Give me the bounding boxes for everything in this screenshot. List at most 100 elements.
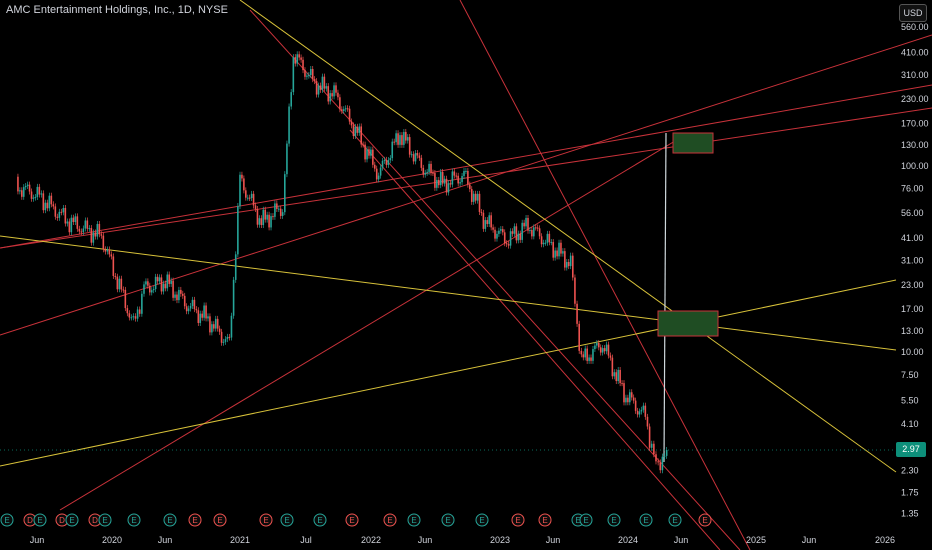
candle-body bbox=[375, 168, 378, 180]
event-marker[interactable] bbox=[188, 513, 202, 527]
candle-body bbox=[288, 106, 290, 144]
candle-body bbox=[627, 397, 629, 403]
target-zone-upper[interactable] bbox=[672, 132, 714, 154]
trend-line-red-3[interactable] bbox=[0, 107, 932, 249]
candle-body bbox=[130, 317, 133, 319]
event-marker[interactable] bbox=[65, 513, 79, 527]
event-marker[interactable] bbox=[407, 513, 421, 527]
candle-body bbox=[24, 186, 27, 188]
event-marker[interactable] bbox=[213, 513, 227, 527]
candle-body bbox=[644, 405, 647, 417]
candle-body bbox=[588, 357, 590, 361]
candle-body bbox=[474, 193, 477, 201]
candle-body bbox=[636, 410, 639, 415]
event-marker-label: E bbox=[643, 516, 648, 525]
candle-body bbox=[302, 59, 304, 71]
candle-body bbox=[189, 306, 192, 309]
event-marker[interactable] bbox=[579, 513, 593, 527]
trend-line-red-7[interactable] bbox=[349, 129, 721, 550]
target-zone-lower[interactable] bbox=[657, 310, 719, 337]
candle-body bbox=[611, 357, 614, 377]
event-marker[interactable] bbox=[607, 513, 621, 527]
candle-body bbox=[642, 405, 645, 410]
candle-body bbox=[19, 190, 21, 192]
candle-body bbox=[609, 355, 612, 358]
event-marker-label: E bbox=[611, 516, 616, 525]
x-tick-label: 2024 bbox=[618, 535, 638, 545]
candle-body bbox=[548, 233, 551, 243]
candle-body bbox=[106, 249, 109, 252]
event-marker[interactable] bbox=[698, 513, 712, 527]
y-tick-label: 2.30 bbox=[901, 466, 919, 476]
event-marker[interactable] bbox=[313, 513, 327, 527]
candle-body bbox=[162, 283, 165, 292]
candle-body bbox=[412, 154, 415, 162]
trend-line-yellow-2[interactable] bbox=[0, 235, 897, 351]
candle-body bbox=[443, 178, 446, 184]
candle-body bbox=[580, 350, 583, 355]
trend-line-yellow-1[interactable] bbox=[239, 0, 897, 473]
trend-line-yellow-3[interactable] bbox=[0, 279, 897, 467]
candle-body bbox=[150, 290, 153, 293]
candle-body bbox=[341, 109, 343, 111]
event-marker-label: E bbox=[131, 516, 136, 525]
event-marker[interactable] bbox=[668, 513, 682, 527]
event-marker[interactable] bbox=[441, 513, 455, 527]
candle-body bbox=[574, 277, 576, 304]
trend-line-red-1[interactable] bbox=[0, 34, 932, 336]
event-marker[interactable] bbox=[511, 513, 525, 527]
event-marker[interactable] bbox=[127, 513, 141, 527]
candle-body bbox=[276, 203, 278, 209]
event-marker[interactable] bbox=[383, 513, 397, 527]
candle-body bbox=[459, 182, 461, 184]
trend-line-red-5[interactable] bbox=[249, 9, 741, 550]
candle-body bbox=[329, 93, 331, 102]
event-marker[interactable] bbox=[33, 513, 47, 527]
currency-button[interactable]: USD bbox=[899, 4, 927, 22]
candle-body bbox=[122, 289, 125, 291]
x-tick-label: 2022 bbox=[361, 535, 381, 545]
candle-body bbox=[501, 229, 504, 233]
event-marker[interactable] bbox=[475, 513, 489, 527]
event-marker[interactable] bbox=[0, 513, 14, 527]
event-marker[interactable] bbox=[280, 513, 294, 527]
candle-body bbox=[256, 208, 259, 225]
candle-body bbox=[50, 195, 53, 205]
event-marker-label: E bbox=[217, 516, 222, 525]
candle-body bbox=[607, 344, 610, 356]
trend-line-red-2[interactable] bbox=[0, 84, 932, 249]
y-axis: 560.00 410.00 310.00 230.00 170.00 130.00 100.… bbox=[901, 22, 929, 519]
candle-body bbox=[432, 172, 434, 174]
candle-body bbox=[505, 243, 508, 245]
candle-body bbox=[36, 186, 39, 197]
candle-body bbox=[323, 76, 326, 89]
candle-body bbox=[104, 249, 107, 252]
trend-line-red-4[interactable] bbox=[59, 137, 681, 511]
candle-body bbox=[207, 316, 209, 319]
candle-body bbox=[58, 211, 61, 218]
event-marker-label: D bbox=[27, 516, 33, 525]
event-marker[interactable] bbox=[639, 513, 653, 527]
candle-body bbox=[550, 242, 553, 244]
event-marker[interactable] bbox=[259, 513, 273, 527]
candle-body bbox=[226, 336, 229, 340]
event-marker[interactable] bbox=[163, 513, 177, 527]
event-marker[interactable] bbox=[538, 513, 552, 527]
candle-body bbox=[246, 197, 249, 199]
event-marker[interactable] bbox=[345, 513, 359, 527]
event-marker[interactable] bbox=[98, 513, 112, 527]
candle-body bbox=[268, 214, 270, 228]
y-tick-label: 170.00 bbox=[901, 118, 929, 128]
candle-body bbox=[183, 295, 186, 307]
candle-body bbox=[513, 226, 516, 234]
y-tick-label: 56.00 bbox=[901, 208, 924, 218]
candle-body bbox=[92, 232, 95, 243]
candle-body bbox=[529, 230, 531, 232]
candle-body bbox=[252, 193, 255, 206]
candle-body bbox=[181, 293, 184, 296]
trend-line-red-6[interactable] bbox=[459, 0, 751, 550]
candle-body bbox=[354, 126, 357, 137]
projection-line[interactable] bbox=[663, 132, 667, 463]
candle-body bbox=[86, 220, 89, 229]
